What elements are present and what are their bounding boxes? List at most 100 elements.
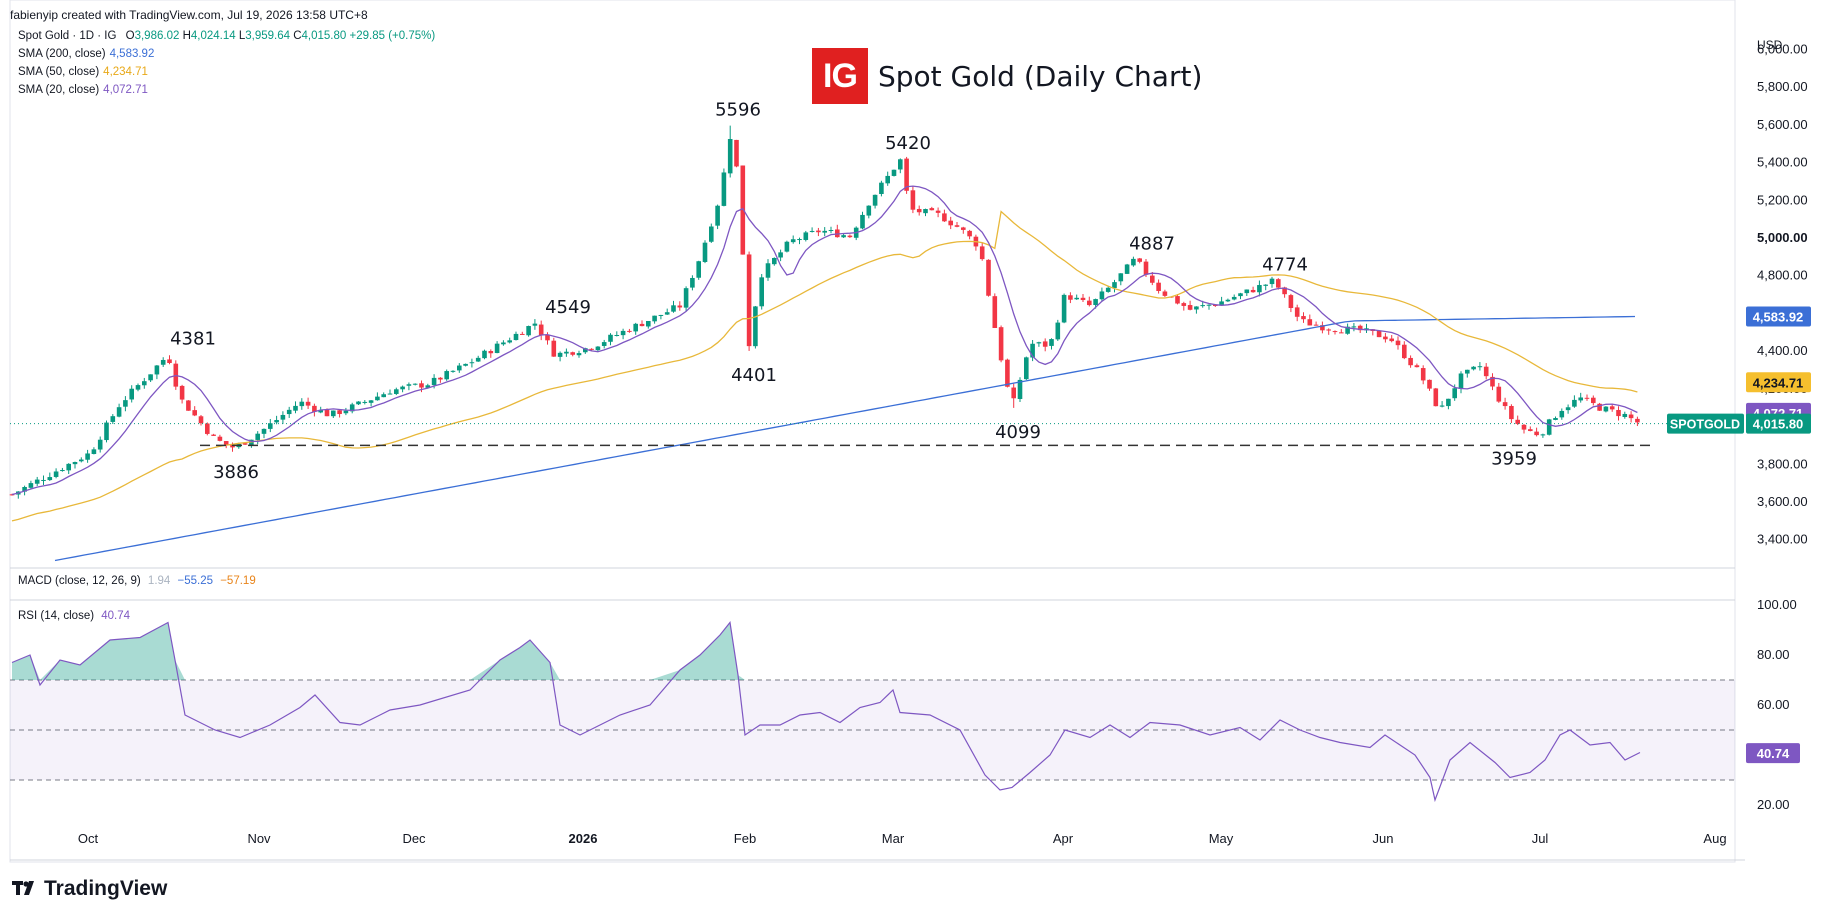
rsi-label: RSI (14, close) xyxy=(18,610,95,622)
sma20-value: 4,072.71 xyxy=(103,84,148,96)
time-tick-label: Oct xyxy=(78,831,99,846)
candle-body xyxy=(1320,325,1325,331)
sma200-legend[interactable]: SMA (200, close) 4,583.92 xyxy=(18,48,154,60)
candle-body xyxy=(1439,405,1445,407)
price-label-text: 4,583.92 xyxy=(1753,309,1804,324)
candle-body xyxy=(526,326,531,336)
candle-body xyxy=(658,314,664,316)
candle-body xyxy=(1559,410,1565,418)
candle-body xyxy=(1477,366,1483,368)
candle-body xyxy=(1011,387,1016,399)
candle-body xyxy=(1339,332,1344,334)
candle-body xyxy=(381,394,386,398)
candle-body xyxy=(488,351,494,354)
candle-body xyxy=(463,363,468,366)
candle-body xyxy=(129,388,134,400)
candle-body xyxy=(1609,406,1615,410)
candle-body xyxy=(1194,306,1199,310)
candle-body xyxy=(961,227,966,230)
candle-body xyxy=(1225,299,1231,302)
candle-body xyxy=(1049,339,1054,346)
sma50-legend[interactable]: SMA (50, close) 4,234.71 xyxy=(18,66,148,78)
rsi-value-label: 40.74 xyxy=(1757,746,1790,761)
rsi-band xyxy=(10,680,1735,780)
candle-body xyxy=(211,434,216,436)
candle-body xyxy=(1005,359,1010,387)
candle-body xyxy=(242,443,248,445)
candle-body xyxy=(79,459,84,462)
candle-body xyxy=(860,214,865,229)
candle-body xyxy=(375,396,380,401)
candle-body xyxy=(255,433,260,440)
ohlc-open: 3,986.02 xyxy=(134,30,180,42)
candle-body xyxy=(444,371,449,380)
candle-body xyxy=(1200,305,1205,307)
candle-body xyxy=(1313,324,1319,326)
candle-body xyxy=(1521,424,1527,430)
candle-body xyxy=(803,232,809,240)
candle-body xyxy=(91,449,97,454)
candle-body xyxy=(72,462,78,465)
price-annotation: 4099 xyxy=(995,422,1041,443)
price-tick-label: 3,400.00 xyxy=(1757,532,1808,547)
candle-body xyxy=(286,409,292,415)
ohlc-close: 4,015.80 xyxy=(301,30,347,42)
candle-body xyxy=(1483,366,1489,377)
candle-body xyxy=(557,352,563,357)
candle-body xyxy=(1452,388,1457,399)
candle-body xyxy=(513,333,519,341)
candle-body xyxy=(1578,397,1583,401)
candle-body xyxy=(362,401,368,403)
candle-body xyxy=(97,439,103,450)
sma20-legend[interactable]: SMA (20, close) 4,072.71 xyxy=(18,84,148,96)
candle-body xyxy=(1395,340,1401,346)
candle-body xyxy=(551,340,557,357)
candle-body xyxy=(1540,434,1546,436)
candle-body xyxy=(1584,397,1590,399)
candle-body xyxy=(9,494,15,496)
candle-body xyxy=(784,241,790,252)
candle-body xyxy=(368,400,374,403)
ig-logo: IG xyxy=(812,48,868,104)
candle-body xyxy=(507,340,512,343)
candle-body xyxy=(1219,301,1224,305)
ohlc-high-label: H xyxy=(182,30,191,42)
candle-body xyxy=(324,409,330,417)
tradingview-logo[interactable]: TradingView xyxy=(12,876,167,902)
candle-body xyxy=(734,139,739,167)
candle-body xyxy=(715,205,720,226)
tradingview-wordmark: TradingView xyxy=(44,877,168,900)
candle-body xyxy=(835,229,840,238)
macd-legend[interactable]: MACD (close, 12, 26, 9) 1.94 −55.25 −57.… xyxy=(18,575,256,587)
candle-body xyxy=(1181,303,1187,306)
candle-body xyxy=(992,296,998,329)
candle-body xyxy=(828,230,834,232)
candle-body xyxy=(1061,294,1067,323)
candle-body xyxy=(677,305,683,308)
candle-body xyxy=(608,334,613,342)
candle-body xyxy=(1080,297,1086,301)
rsi-value-label-bg xyxy=(1746,743,1800,764)
candle-body xyxy=(450,370,456,372)
candle-body xyxy=(967,230,972,237)
rsi-legend[interactable]: RSI (14, close) 40.74 xyxy=(18,610,130,622)
candle-body xyxy=(1288,295,1294,308)
candle-body xyxy=(1112,282,1117,288)
candle-body xyxy=(1591,397,1596,404)
candle-body xyxy=(772,257,777,265)
candle-body xyxy=(1553,418,1558,420)
time-tick-label: 2026 xyxy=(569,831,598,846)
ohlc-open-label: O xyxy=(125,30,135,42)
sma20-line xyxy=(11,185,1638,496)
price-tick-label: 4,800.00 xyxy=(1757,268,1808,283)
candle-body xyxy=(205,423,210,434)
candle-body xyxy=(412,383,418,385)
candle-body xyxy=(343,410,349,414)
sma50-label: SMA (50, close) xyxy=(18,66,100,78)
rsi-tick-label: 20.00 xyxy=(1757,797,1790,812)
candle-body xyxy=(280,414,286,420)
candle-body xyxy=(85,453,90,460)
candle-body xyxy=(1383,336,1388,340)
sma50-line xyxy=(11,210,1638,522)
